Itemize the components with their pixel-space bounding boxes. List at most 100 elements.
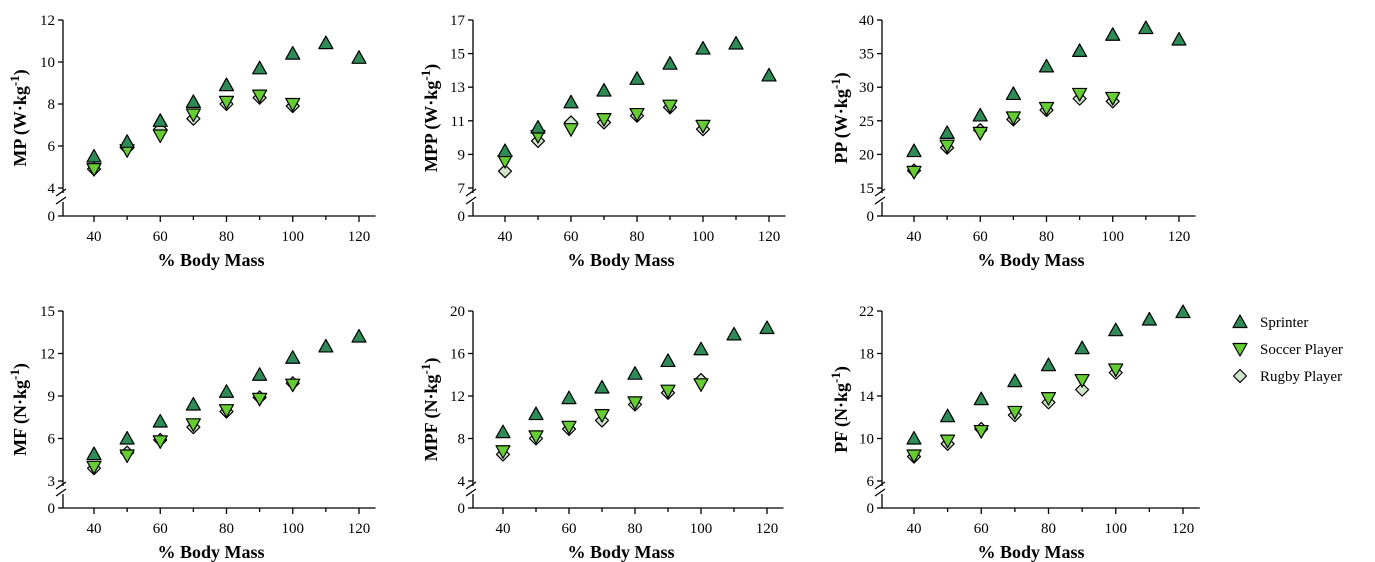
data-point-sprinter [1005, 86, 1021, 101]
legend-marker-soccer [1232, 342, 1248, 357]
x-tick-label: 100 [1102, 229, 1125, 245]
y-tick-label: 15 [859, 181, 874, 197]
y-tick-label: 22 [859, 304, 874, 320]
data-point-soccer-player [563, 123, 579, 137]
data-point-soccer-player [1074, 373, 1090, 388]
data-point-soccer-player [939, 139, 955, 154]
data-point-soccer-player [660, 384, 676, 399]
data-point-soccer-player [218, 404, 235, 418]
y-tick-label: 25 [859, 114, 874, 130]
data-point-soccer-player [662, 99, 678, 114]
data-point-soccer-player [218, 95, 235, 110]
x-tick-label: 40 [498, 229, 513, 245]
legend-item-rugby: Rugby Player [1232, 368, 1342, 385]
data-point-sprinter [530, 119, 546, 134]
data-point-soccer-player [86, 460, 102, 475]
data-point-soccer-player [86, 163, 102, 177]
y-tick-label: 11 [451, 114, 465, 130]
data-point-sprinter [252, 60, 268, 75]
x-tick-label: 80 [219, 229, 234, 245]
y-tick-label: 35 [859, 47, 874, 63]
y-tick-label: 16 [450, 347, 466, 363]
y-axis-title: PF (N·kg-1) [828, 366, 853, 453]
x-tick-label: 60 [564, 229, 579, 245]
data-point-soccer-player [1108, 363, 1124, 378]
data-point-soccer-player [528, 430, 544, 444]
y-axis-title: MPF (N·kg-1) [418, 358, 443, 462]
data-point-soccer-player [1040, 392, 1057, 406]
x-tick-label: 120 [348, 229, 371, 245]
y-axis-title: MPP (W·kg-1) [418, 64, 443, 172]
x-tick-label: 80 [1041, 521, 1056, 537]
data-point-soccer-player [1072, 87, 1088, 102]
data-point-soccer-player [285, 378, 301, 393]
y-tick-label: 13 [450, 80, 465, 96]
x-tick-label: 100 [282, 521, 305, 537]
x-tick-label: 40 [87, 521, 102, 537]
x-axis-title: % Body Mass [977, 250, 1084, 270]
data-point-sprinter [596, 82, 612, 97]
legend-label-soccer: Soccer Player [1260, 342, 1343, 358]
data-point-soccer-player [1007, 405, 1023, 420]
y-tick-label: 15 [450, 47, 465, 63]
data-point-sprinter [351, 50, 367, 64]
y-tick-label: 9 [458, 147, 466, 163]
chart-panel-6: 0 6 10 14 18 22 40 60 80 100 120 % Body Mass PF (N·k… [828, 304, 1200, 562]
y-tick-label: 17 [450, 13, 466, 29]
chart-panel-4: 0 3 6 9 12 15 40 60 80 100 120 % Body Mass MF (N·kg-… [7, 304, 376, 562]
y-tick-label: 0 [867, 501, 875, 517]
y-tick-label: 6 [48, 432, 56, 448]
legend-label-sprinter: Sprinter [1260, 315, 1308, 331]
x-tick-label: 120 [756, 521, 779, 537]
data-point-sprinter [1105, 27, 1121, 41]
y-tick-label: 10 [859, 432, 874, 448]
data-point-sprinter [759, 320, 775, 335]
y-tick-label: 0 [458, 501, 466, 517]
data-point-sprinter [528, 406, 544, 421]
axis-break-mark [55, 488, 67, 497]
chart-panel-2: 0 7 9 11 13 15 17 40 60 80 100 120 % Body Mass MPP (W… [418, 13, 786, 270]
data-point-sprinter [1171, 31, 1187, 46]
data-point-soccer-player [497, 155, 513, 169]
x-tick-label: 80 [630, 229, 645, 245]
y-tick-label: 18 [859, 347, 874, 363]
legend-marker-rugby [1232, 368, 1248, 384]
data-point-sprinter [906, 143, 922, 158]
axis-break-mark [465, 481, 477, 490]
x-tick-label: 60 [973, 229, 988, 245]
x-axis-title: % Body Mass [157, 542, 264, 562]
x-axis-title: % Body Mass [977, 542, 1084, 562]
y-tick-label: 8 [48, 97, 56, 113]
x-tick-label: 40 [907, 229, 922, 245]
axis-break-mark [55, 481, 67, 490]
x-tick-label: 40 [907, 521, 922, 537]
x-tick-label: 80 [1039, 229, 1054, 245]
data-point-sprinter [1040, 357, 1057, 372]
data-point-sprinter [1007, 373, 1023, 388]
data-point-soccer-player [629, 107, 645, 122]
axis-break-mark [874, 488, 886, 497]
data-point-sprinter [561, 390, 577, 405]
x-tick-label: 120 [348, 521, 371, 537]
data-point-soccer-player [906, 165, 922, 180]
data-point-soccer-player [627, 396, 643, 410]
x-tick-label: 100 [692, 229, 715, 245]
y-tick-label: 12 [40, 13, 55, 29]
x-tick-label: 80 [219, 521, 234, 537]
data-point-sprinter [695, 40, 711, 55]
data-point-sprinter [939, 125, 955, 139]
data-point-sprinter [318, 338, 334, 353]
data-point-rugby-player [1075, 382, 1090, 397]
data-point-sprinter [627, 366, 643, 380]
y-tick-label: 15 [40, 304, 55, 320]
data-point-sprinter [218, 384, 235, 398]
data-point-soccer-player [1005, 111, 1021, 126]
y-tick-label: 0 [48, 209, 56, 225]
y-axis-title: MP (W·kg-1) [7, 69, 32, 166]
chart-panel-5: 0 4 8 12 16 20 40 60 80 100 120 % Body Mass MPF (N·k… [418, 304, 784, 562]
axis-break-mark [55, 188, 67, 197]
legend-item-sprinter: Sprinter [1232, 314, 1308, 331]
data-point-sprinter [119, 134, 135, 148]
data-point-soccer-player [185, 418, 201, 432]
